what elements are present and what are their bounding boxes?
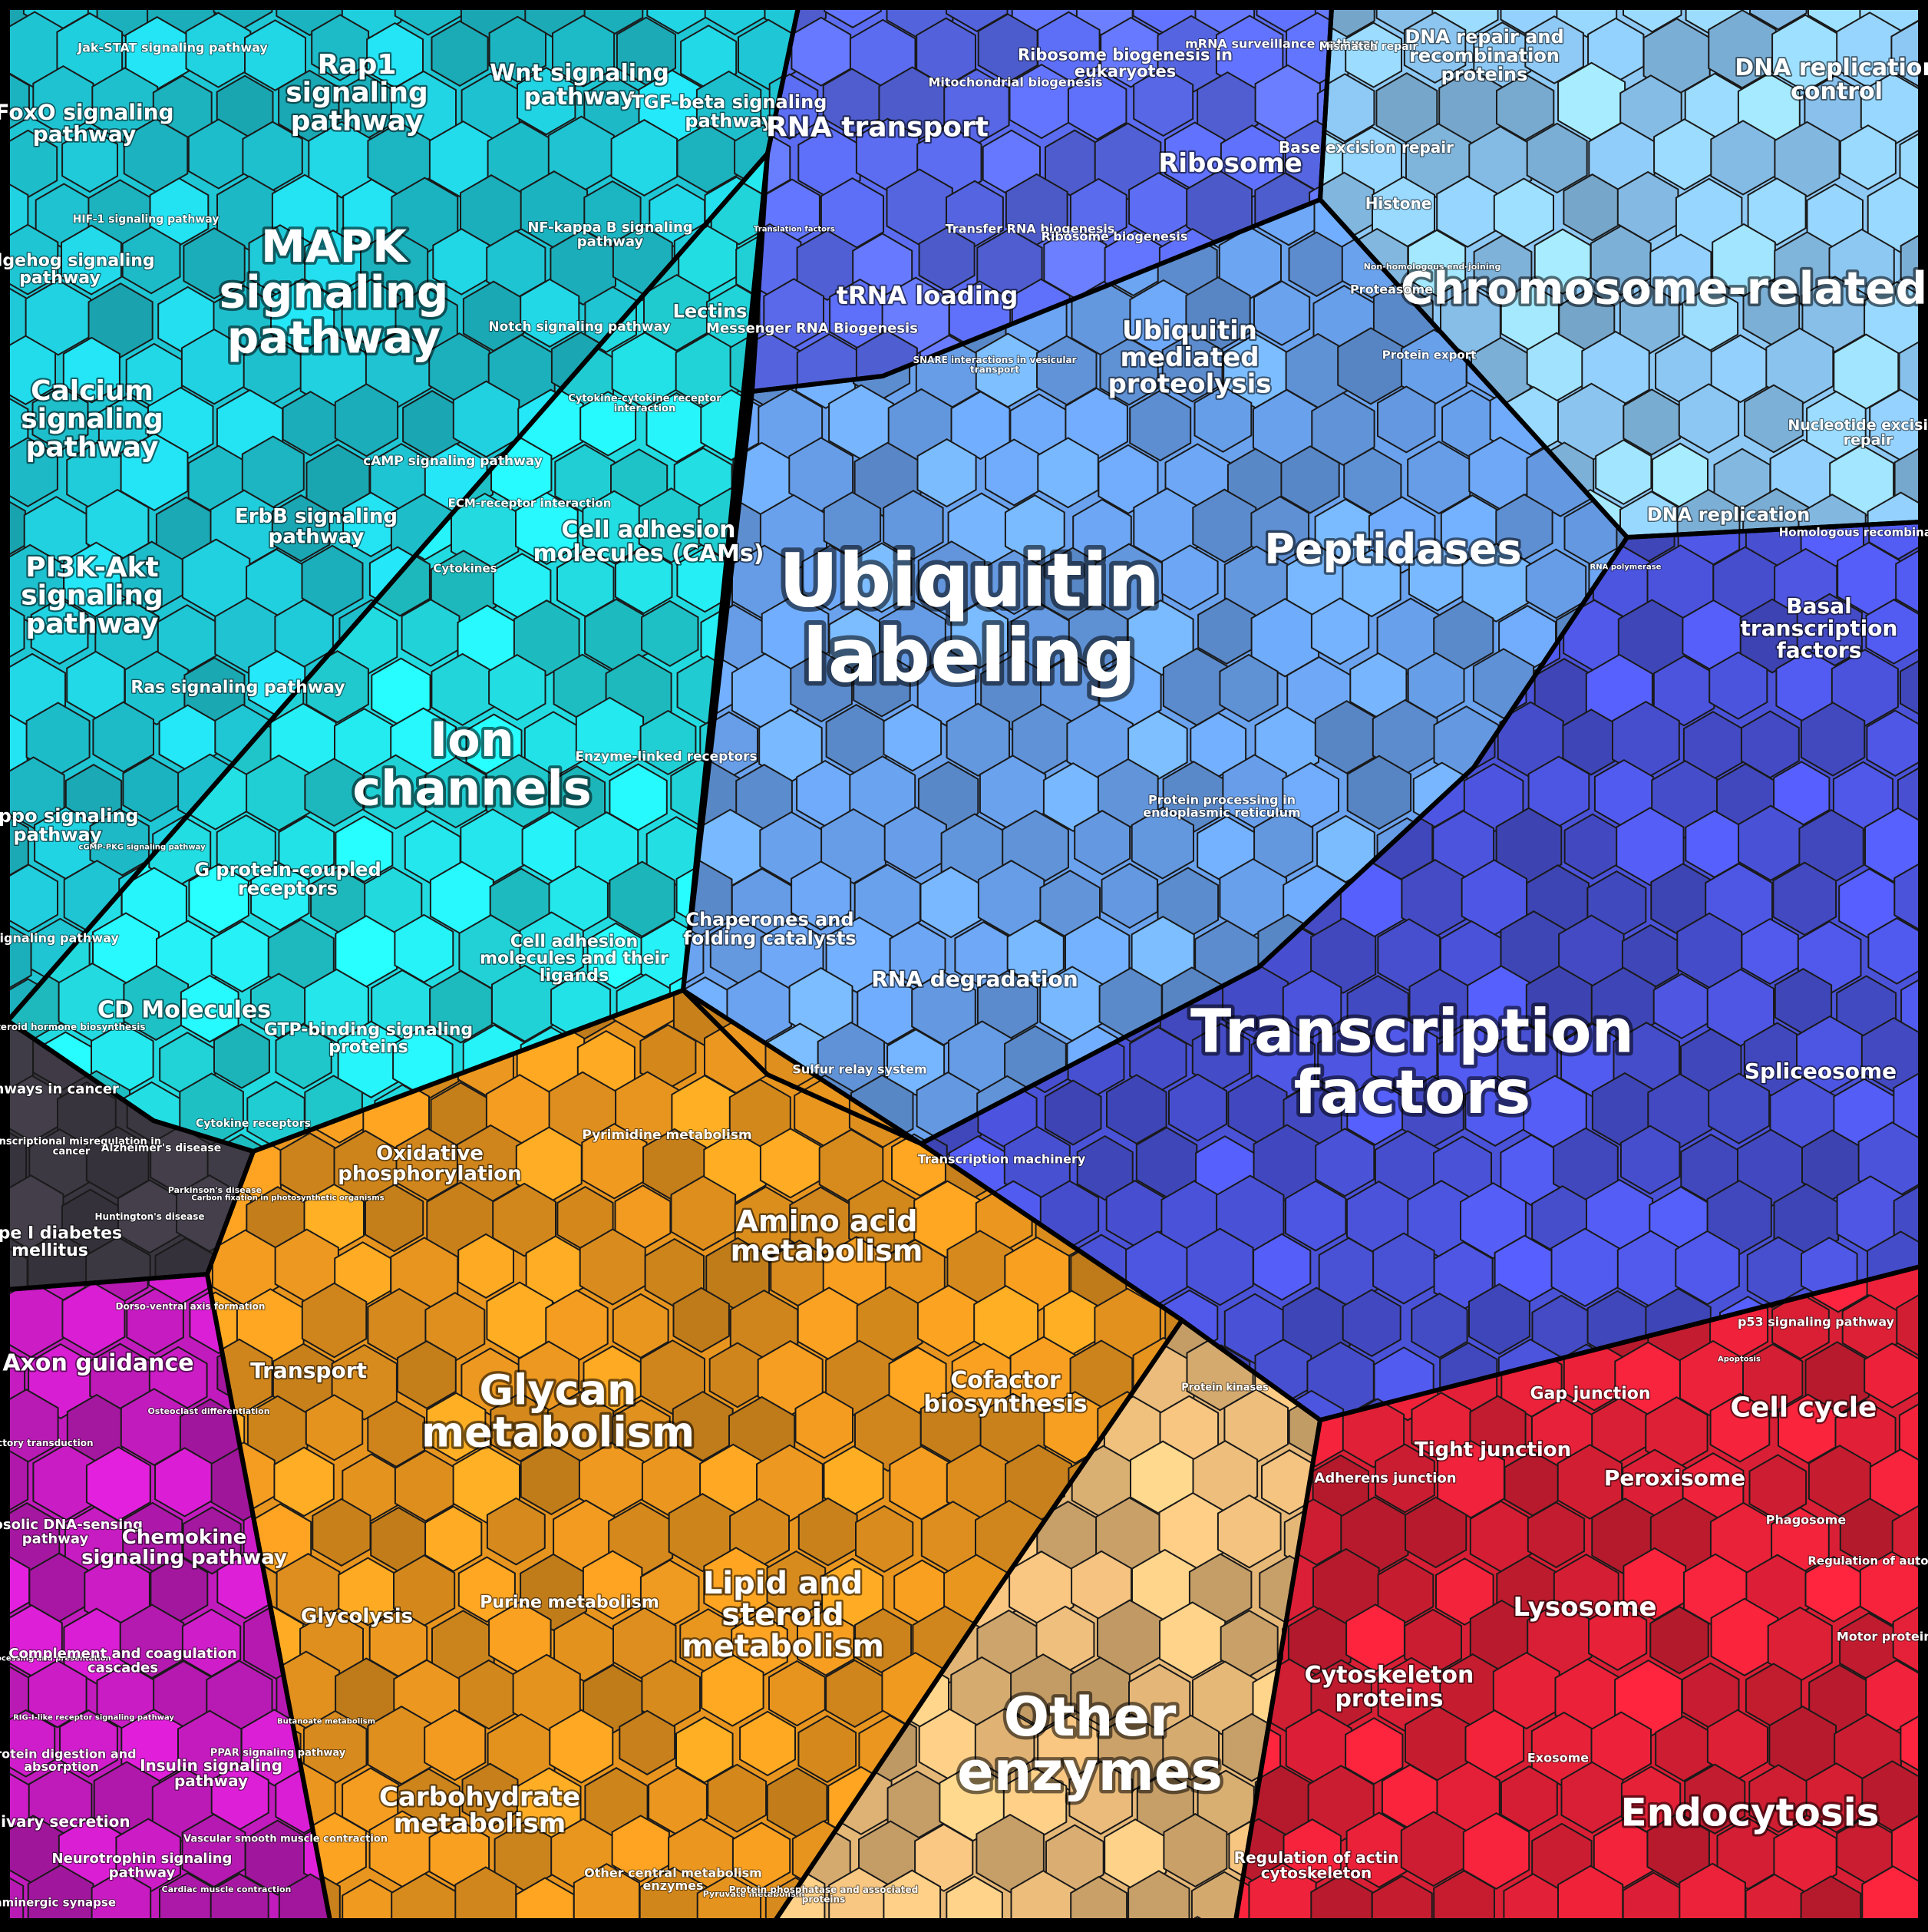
proteomap-diagram: Jak-STAT signaling pathwayFoxO signaling…	[0, 0, 1928, 1928]
proteomap-canvas: Jak-STAT signaling pathwayFoxO signaling…	[0, 0, 1928, 1928]
